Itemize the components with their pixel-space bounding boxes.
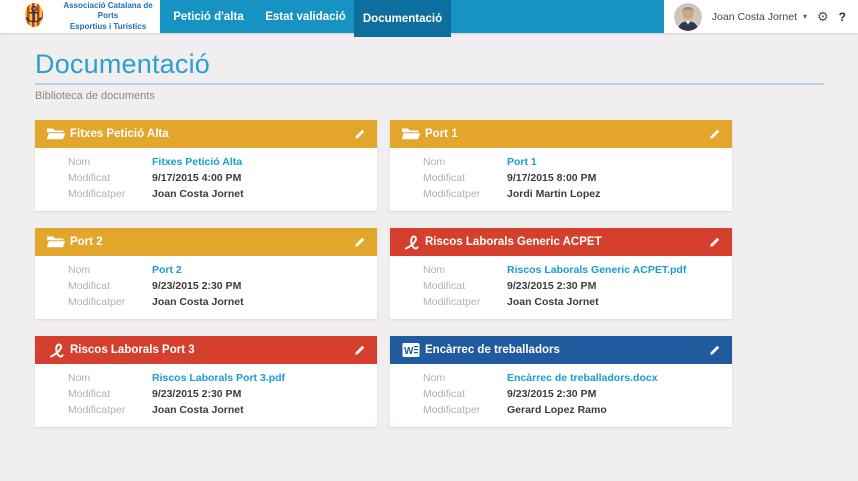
app-logo: ⚓ Associació Catalana de Ports Esportius… — [0, 0, 160, 33]
modified-date: 9/23/2015 2:30 PM — [152, 387, 241, 401]
document-card: Fitxes Petició Alta NomFitxes Petició Al… — [35, 120, 377, 211]
tab-peticio-dalta[interactable]: Petició d'alta — [160, 0, 257, 33]
edit-pencil-icon[interactable] — [351, 234, 367, 250]
field-label-modificatper: Modificatper — [423, 187, 507, 201]
card-title: Fitxes Petició Alta — [70, 128, 169, 140]
card-body: NomRiscos Laborals Generic ACPET.pdf Mod… — [390, 256, 732, 319]
edit-pencil-icon[interactable] — [706, 342, 722, 358]
tab-estat-validacio[interactable]: Estat validació — [257, 0, 354, 33]
card-title: Port 1 — [425, 128, 458, 140]
anchor-logo-icon: ⚓ — [18, 0, 50, 34]
folder-icon — [400, 127, 422, 142]
page-title: Documentació — [35, 49, 858, 80]
field-label-modificat: Modificat — [68, 387, 152, 401]
field-label-nom: Nom — [423, 263, 507, 277]
document-card-grid: Fitxes Petició Alta NomFitxes Petició Al… — [35, 120, 858, 427]
field-label-modificatper: Modificatper — [68, 187, 152, 201]
app-logo-text: Associació Catalana de Ports Esportius i… — [56, 1, 160, 32]
main-content: Documentació Biblioteca de documents Fit… — [0, 33, 858, 427]
chevron-down-icon[interactable]: ▾ — [803, 12, 807, 21]
gear-icon[interactable]: ⚙ — [817, 10, 829, 23]
card-body: NomFitxes Petició Alta Modificat9/17/201… — [35, 148, 377, 211]
modified-by: Joan Costa Jornet — [152, 295, 244, 309]
modified-date: 9/23/2015 2:30 PM — [152, 279, 241, 293]
card-title: Riscos Laborals Generic ACPET — [425, 236, 602, 248]
user-name-menu[interactable]: Joan Costa Jornet — [712, 11, 797, 23]
modified-by: Gerard Lopez Ramo — [507, 403, 607, 417]
document-link[interactable]: Riscos Laborals Generic ACPET.pdf — [507, 263, 686, 277]
modified-date: 9/23/2015 2:30 PM — [507, 387, 596, 401]
card-body: NomEncàrrec de treballadors.docx Modific… — [390, 364, 732, 427]
card-header: W Encàrrec de treballadors — [390, 336, 732, 364]
document-card: Port 1 NomPort 1 Modificat9/17/2015 8:00… — [390, 120, 732, 211]
card-body: NomPort 2 Modificat9/23/2015 2:30 PM Mod… — [35, 256, 377, 319]
document-card: W Encàrrec de treballadors NomEncàrrec d… — [390, 336, 732, 427]
modified-by: Jordi Martin Lopez — [507, 187, 600, 201]
acrobat-pdf-icon — [45, 342, 67, 359]
edit-pencil-icon[interactable] — [706, 126, 722, 142]
card-header: Riscos Laborals Generic ACPET — [390, 228, 732, 256]
modified-by: Joan Costa Jornet — [152, 187, 244, 201]
folder-icon — [45, 127, 67, 142]
field-label-modificat: Modificat — [423, 171, 507, 185]
field-label-nom: Nom — [423, 155, 507, 169]
help-icon[interactable]: ? — [839, 10, 846, 24]
svg-text:⚓: ⚓ — [24, 3, 44, 28]
card-title: Port 2 — [70, 236, 103, 248]
page-subtitle: Biblioteca de documents — [35, 90, 858, 102]
top-bar: ⚓ Associació Catalana de Ports Esportius… — [0, 0, 858, 33]
field-label-modificat: Modificat — [423, 279, 507, 293]
field-label-modificatper: Modificatper — [423, 403, 507, 417]
svg-text:W: W — [404, 346, 414, 357]
field-label-nom: Nom — [423, 371, 507, 385]
document-card: Port 2 NomPort 2 Modificat9/23/2015 2:30… — [35, 228, 377, 319]
title-divider — [35, 83, 824, 85]
folder-icon — [45, 235, 67, 250]
word-document-icon: W — [400, 342, 422, 358]
card-header: Riscos Laborals Port 3 — [35, 336, 377, 364]
field-label-modificatper: Modificatper — [68, 295, 152, 309]
modified-date: 9/23/2015 2:30 PM — [507, 279, 596, 293]
document-card: Riscos Laborals Generic ACPET NomRiscos … — [390, 228, 732, 319]
document-link[interactable]: Port 2 — [152, 263, 182, 277]
modified-by: Joan Costa Jornet — [152, 403, 244, 417]
field-label-modificat: Modificat — [68, 171, 152, 185]
field-label-modificatper: Modificatper — [423, 295, 507, 309]
edit-pencil-icon[interactable] — [351, 126, 367, 142]
card-body: NomRiscos Laborals Port 3.pdf Modificat9… — [35, 364, 377, 427]
field-label-nom: Nom — [68, 371, 152, 385]
card-title: Encàrrec de treballadors — [425, 344, 560, 356]
tab-documentacio[interactable]: Documentació — [354, 0, 451, 37]
modified-date: 9/17/2015 8:00 PM — [507, 171, 596, 185]
card-title: Riscos Laborals Port 3 — [70, 344, 195, 356]
card-body: NomPort 1 Modificat9/17/2015 8:00 PM Mod… — [390, 148, 732, 211]
main-nav: Petició d'alta Estat validació Documenta… — [160, 0, 686, 33]
field-label-nom: Nom — [68, 155, 152, 169]
field-label-modificat: Modificat — [68, 279, 152, 293]
user-avatar[interactable] — [674, 3, 702, 31]
modified-by: Joan Costa Jornet — [507, 295, 599, 309]
document-link[interactable]: Fitxes Petició Alta — [152, 155, 242, 169]
document-card: Riscos Laborals Port 3 NomRiscos Laboral… — [35, 336, 377, 427]
field-label-nom: Nom — [68, 263, 152, 277]
edit-pencil-icon[interactable] — [706, 234, 722, 250]
card-header: Port 2 — [35, 228, 377, 256]
field-label-modificatper: Modificatper — [68, 403, 152, 417]
user-area: Joan Costa Jornet ▾ ⚙ ? — [664, 0, 846, 33]
document-link[interactable]: Encàrrec de treballadors.docx — [507, 371, 658, 385]
acrobat-pdf-icon — [400, 234, 422, 251]
modified-date: 9/17/2015 4:00 PM — [152, 171, 241, 185]
document-link[interactable]: Port 1 — [507, 155, 537, 169]
card-header: Port 1 — [390, 120, 732, 148]
field-label-modificat: Modificat — [423, 387, 507, 401]
card-header: Fitxes Petició Alta — [35, 120, 377, 148]
document-link[interactable]: Riscos Laborals Port 3.pdf — [152, 371, 285, 385]
edit-pencil-icon[interactable] — [351, 342, 367, 358]
